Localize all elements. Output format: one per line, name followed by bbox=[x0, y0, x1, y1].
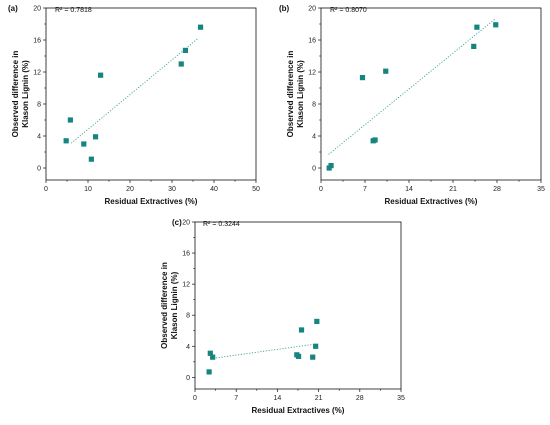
panel-label: (c) bbox=[172, 218, 182, 227]
data-point bbox=[182, 47, 189, 53]
y-tick-label: 8 bbox=[37, 102, 41, 109]
x-tick-label: 35 bbox=[397, 395, 405, 402]
data-point bbox=[359, 75, 366, 81]
data-point bbox=[493, 22, 499, 28]
r-squared-annotation: R² = 0.7818 bbox=[55, 7, 92, 14]
x-tick-label: 40 bbox=[210, 186, 218, 193]
y-tick-label: 12 bbox=[182, 282, 190, 289]
data-point bbox=[197, 24, 204, 30]
x-tick-label: 30 bbox=[168, 186, 176, 193]
x-tick-label: 0 bbox=[44, 186, 48, 193]
y-axis-title-line2: Klason Lignin (%) bbox=[21, 60, 30, 128]
y-tick-label: 0 bbox=[312, 166, 316, 173]
x-tick-label: 21 bbox=[449, 186, 457, 193]
data-point bbox=[88, 156, 94, 162]
data-point bbox=[383, 68, 389, 74]
y-tick-label: 8 bbox=[186, 313, 190, 320]
scatter-panel-b: 0 7 14 21 28 35 0 4 8 12 16 20 (b) R² = 0.8070 Residua… bbox=[279, 4, 545, 206]
y-tick-label: 12 bbox=[308, 70, 316, 77]
trend-line bbox=[210, 343, 317, 360]
data-point bbox=[314, 318, 320, 325]
data-point bbox=[178, 61, 184, 67]
x-tick-label: 35 bbox=[537, 186, 545, 193]
y-tick-label: 16 bbox=[308, 38, 316, 45]
data-point bbox=[310, 354, 316, 360]
x-axis-title: Residual Extractives (%) bbox=[385, 197, 478, 206]
scatter-panel-c: 0 7 14 21 28 35 0 4 8 12 16 20(c) R² = 0.3244 Residua… bbox=[160, 218, 405, 415]
x-tick-label: 7 bbox=[234, 395, 238, 402]
scatter-panel-a: 0 10 20 30 40 50 0 4 8 12 16 20 (a) R² = 0.7818 Residu… bbox=[8, 4, 260, 206]
data-point bbox=[474, 24, 480, 30]
y-tick-label: 4 bbox=[186, 344, 190, 351]
x-tick-label: 20 bbox=[126, 186, 134, 193]
plot-frame bbox=[45, 7, 257, 181]
r-squared-annotation: R² = 0.3244 bbox=[203, 221, 240, 228]
data-point bbox=[207, 350, 213, 356]
y-tick-label: 20 bbox=[182, 220, 190, 227]
x-tick-label: 28 bbox=[493, 186, 501, 193]
x-tick-label: 10 bbox=[84, 186, 92, 193]
x-tick-label: 0 bbox=[193, 395, 197, 402]
y-axis-title-line1: Observed difference in bbox=[286, 51, 295, 138]
trend-line bbox=[70, 38, 199, 144]
x-axis-title: Residual Extractives (%) bbox=[252, 406, 345, 415]
y-tick-label: 0 bbox=[37, 166, 41, 173]
y-axis-title-line2: Klason Lignin (%) bbox=[170, 271, 179, 339]
y-axis-title-line1: Observed difference in bbox=[160, 262, 169, 349]
y-tick-label: 20 bbox=[33, 6, 41, 13]
data-point bbox=[63, 138, 69, 144]
data-point bbox=[67, 117, 73, 123]
y-tick-label: 20 bbox=[308, 6, 316, 13]
y-tick-label: 4 bbox=[37, 134, 41, 141]
y-axis-title-line2: Klason Lignin (%) bbox=[296, 60, 305, 128]
x-tick-label: 7 bbox=[363, 186, 367, 193]
data-point bbox=[372, 137, 378, 143]
y-tick-label: 16 bbox=[182, 251, 190, 258]
y-tick-label: 8 bbox=[312, 102, 316, 109]
panel-label: (a) bbox=[8, 4, 18, 13]
x-tick-label: 50 bbox=[252, 186, 260, 193]
data-point bbox=[313, 343, 319, 349]
data-point bbox=[328, 163, 334, 169]
y-tick-label: 12 bbox=[33, 70, 41, 77]
x-tick-label: 28 bbox=[356, 395, 364, 402]
y-tick-label: 16 bbox=[33, 38, 41, 45]
x-tick-label: 14 bbox=[274, 395, 282, 402]
x-tick-label: 14 bbox=[405, 186, 413, 193]
y-axis-title-line1: Observed difference in bbox=[11, 51, 20, 138]
plot-frame bbox=[320, 7, 542, 181]
data-point bbox=[92, 134, 99, 140]
y-tick-label: 4 bbox=[312, 134, 316, 141]
data-point bbox=[471, 43, 477, 49]
panel-label: (b) bbox=[279, 4, 290, 13]
trend-line bbox=[328, 18, 497, 155]
data-point bbox=[210, 354, 216, 360]
x-tick-label: 0 bbox=[319, 186, 323, 193]
y-tick-label: 0 bbox=[186, 375, 190, 382]
plot-frame bbox=[194, 221, 402, 390]
data-point bbox=[206, 369, 212, 375]
r-squared-annotation: R² = 0.8070 bbox=[330, 7, 367, 14]
data-point bbox=[298, 327, 305, 333]
data-point bbox=[81, 141, 87, 147]
x-tick-label: 21 bbox=[315, 395, 323, 402]
data-point bbox=[295, 353, 302, 359]
x-axis-title: Residual Extractives (%) bbox=[105, 197, 198, 206]
data-point bbox=[98, 72, 104, 78]
